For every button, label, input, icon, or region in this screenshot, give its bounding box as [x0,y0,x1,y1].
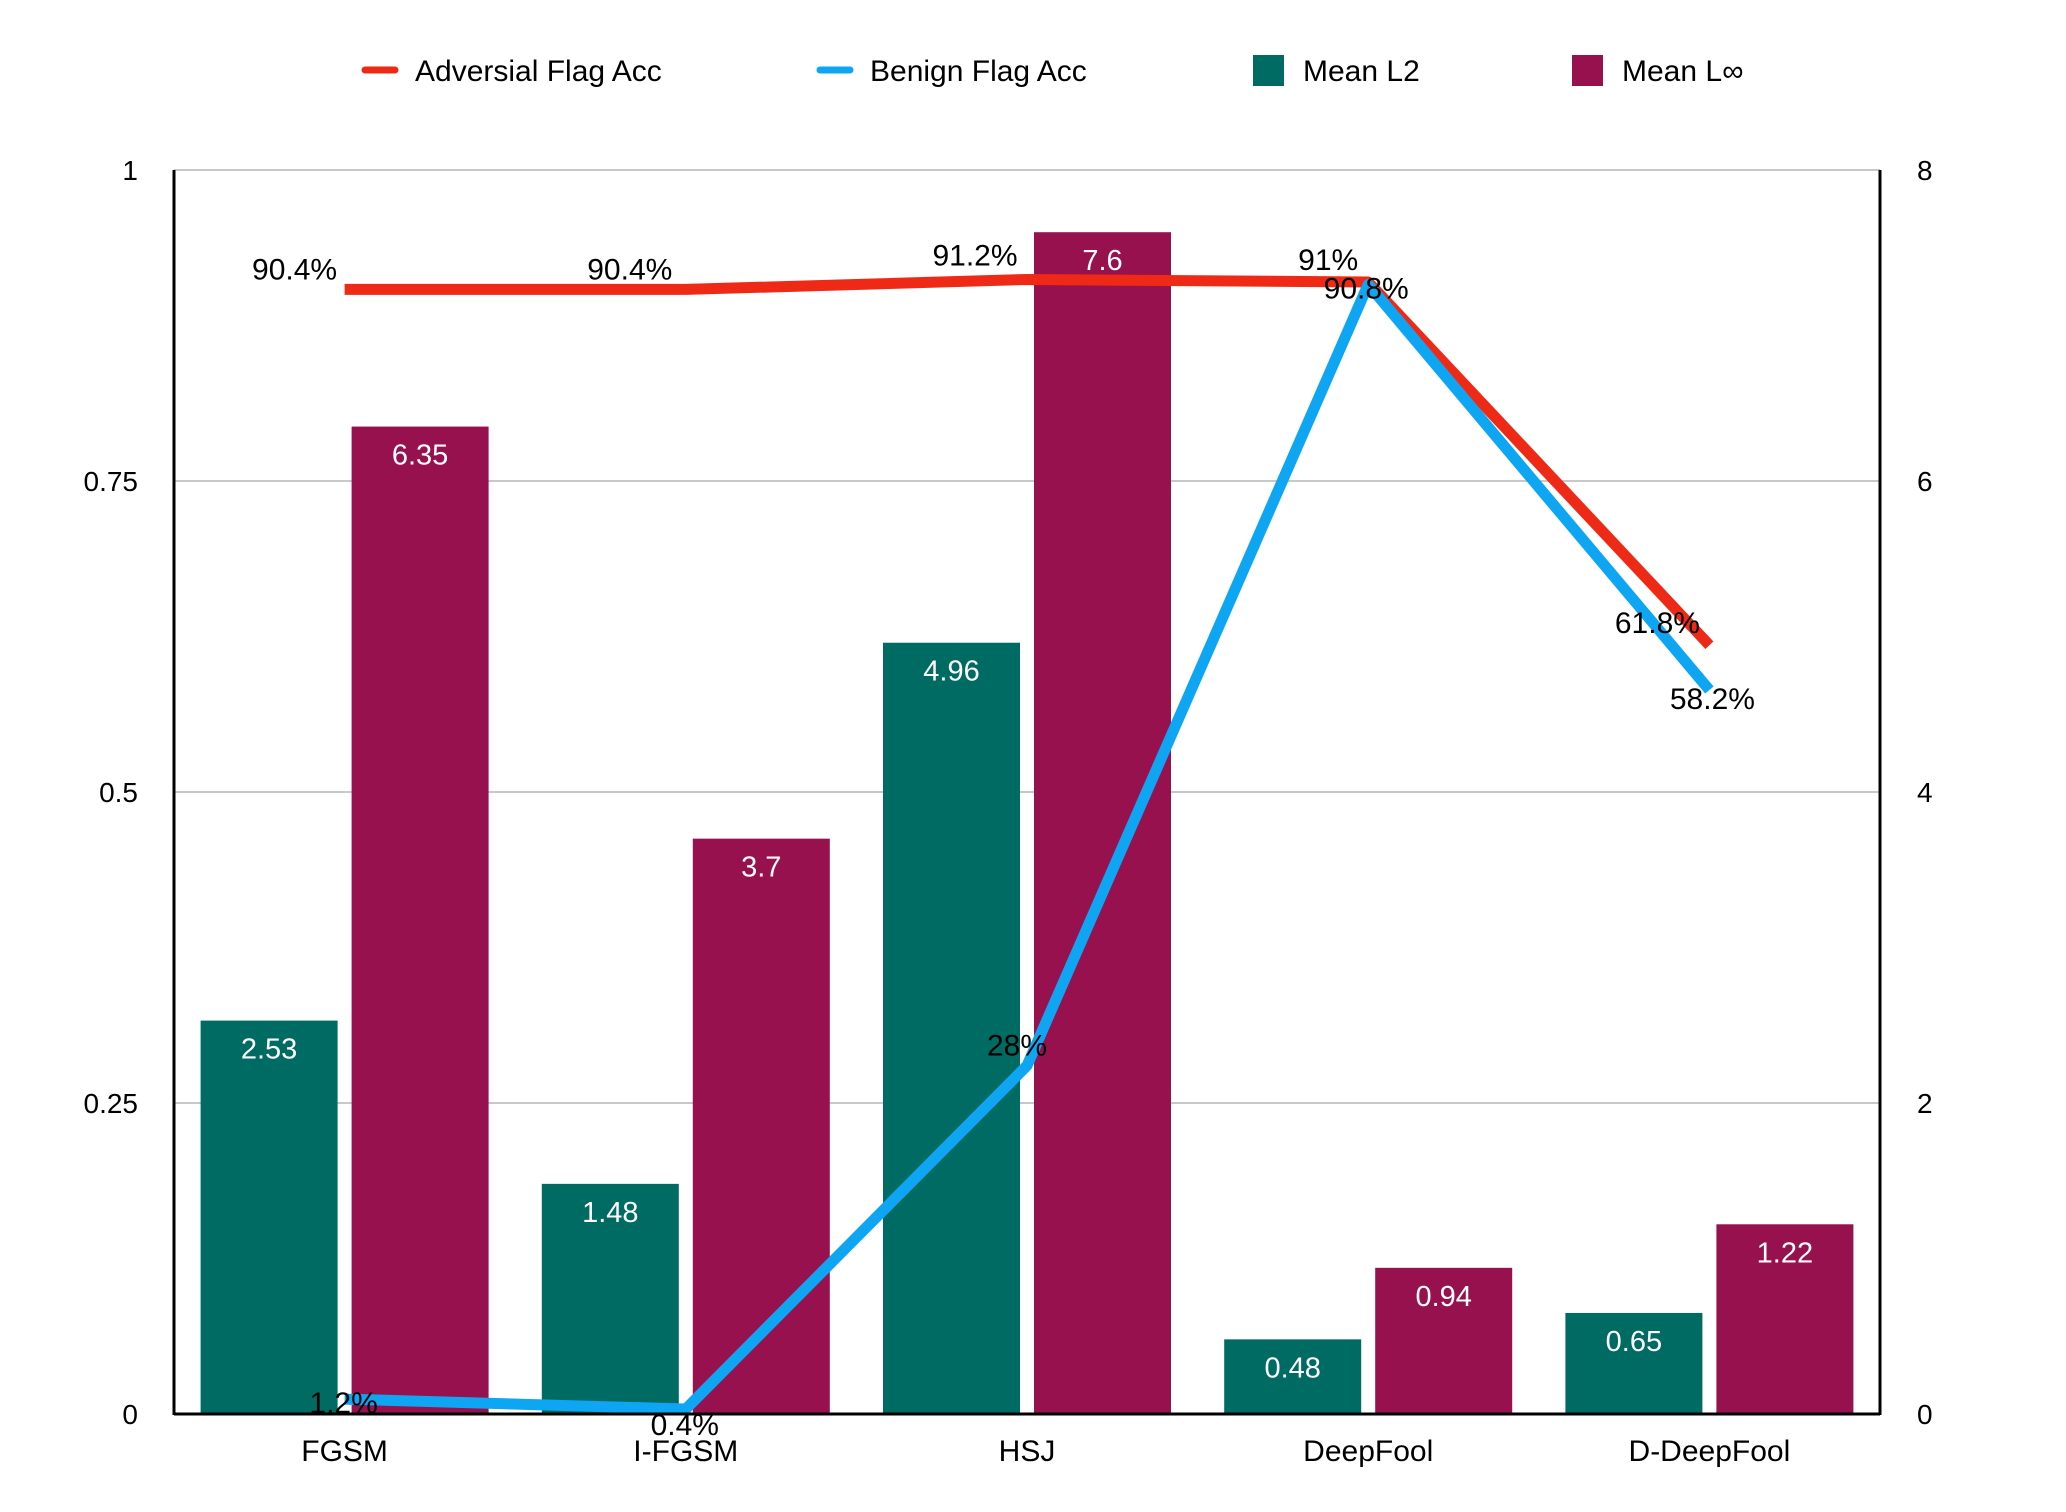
right-axis-tick-label: 2 [1917,1088,1933,1119]
bars [200,232,1854,1415]
bar-value-label: 0.48 [1264,1352,1320,1384]
axes [172,170,1882,1416]
benign-flag-acc-line [344,278,1714,1415]
category-label: FGSM [301,1435,388,1468]
bar-value-label: 6.35 [392,440,448,472]
adversial-flag-acc-line [344,273,1714,649]
line-value-label: 90.8% [1324,272,1409,305]
bar-mean-l2 [200,1020,338,1414]
bar-mean-linf [1375,1267,1513,1414]
bar-value-label: 4.96 [923,656,979,688]
legend-label: Adversial Flag Acc [415,55,662,88]
line-value-label: 28% [987,1030,1047,1063]
bar-value-label: 2.53 [241,1034,297,1066]
bar-value-label: 1.22 [1757,1237,1813,1269]
bar-value-label: 7.6 [1082,245,1122,277]
line-value-label: 90.4% [252,253,337,286]
left-axis-ticks: 0 0.25 0.5 0.75 1 [84,155,139,1430]
left-axis-tick-label: 1 [122,155,138,186]
right-axis-ticks: 0 2 4 6 8 [1917,155,1933,1430]
category-label: HSJ [999,1435,1056,1468]
category-label: DeepFool [1303,1435,1433,1468]
bar-value-label: 0.65 [1606,1326,1662,1358]
bar-mean-l2 [883,642,1020,1414]
line-value-label: 91% [1298,244,1358,277]
left-axis-tick-label: 0 [122,1399,138,1430]
bar-mean-linf [351,426,489,1414]
legend-box-swatch [1572,55,1603,86]
bar-mean-l2 [1224,1339,1362,1414]
category-label: D-DeepFool [1629,1435,1791,1468]
bar-value-labels: 2.53 1.48 4.96 0.48 0.65 6.35 3.7 7.6 0.94 1.22 [241,245,1813,1384]
line-series [344,273,1714,1415]
right-axis-tick-label: 8 [1917,155,1933,186]
left-axis-tick-label: 0.5 [99,777,138,808]
bar-mean-l2 [1565,1312,1703,1414]
legend-label: Mean L2 [1303,55,1420,88]
bar-mean-linf [1716,1224,1854,1414]
bar-mean-linf [1034,232,1171,1415]
line-value-label: 61.8% [1615,607,1700,640]
line-value-label: 91.2% [932,239,1017,272]
right-axis-tick-label: 6 [1917,466,1933,497]
bar-mean-linf [692,838,830,1414]
bar-value-label: 0.94 [1415,1281,1471,1313]
right-axis-tick-label: 0 [1917,1399,1933,1430]
legend-label: Benign Flag Acc [870,55,1087,88]
legend-box-swatch [1253,55,1284,86]
bar-value-label: 1.48 [582,1197,638,1229]
left-axis-tick-label: 0.75 [84,466,139,497]
left-axis-tick-label: 0.25 [84,1088,139,1119]
legend: Adversial Flag Acc Benign Flag Acc Mean L2… [361,55,1743,88]
line-value-labels: 90.4% 90.4% 91.2% 91%61.8%1.2%0.4%28%90.8%5… [252,239,1755,1442]
bar-mean-l2 [541,1183,679,1414]
legend-label: Mean L∞ [1622,55,1743,88]
line-value-label: 90.4% [587,253,672,286]
right-axis-tick-label: 4 [1917,777,1933,808]
category-labels: FGSM I-FGSM HSJ DeepFool D-DeepFool [301,1435,1790,1468]
bar-value-label: 3.7 [741,852,781,884]
category-label: I-FGSM [633,1435,738,1468]
line-value-label: 58.2% [1670,683,1755,716]
